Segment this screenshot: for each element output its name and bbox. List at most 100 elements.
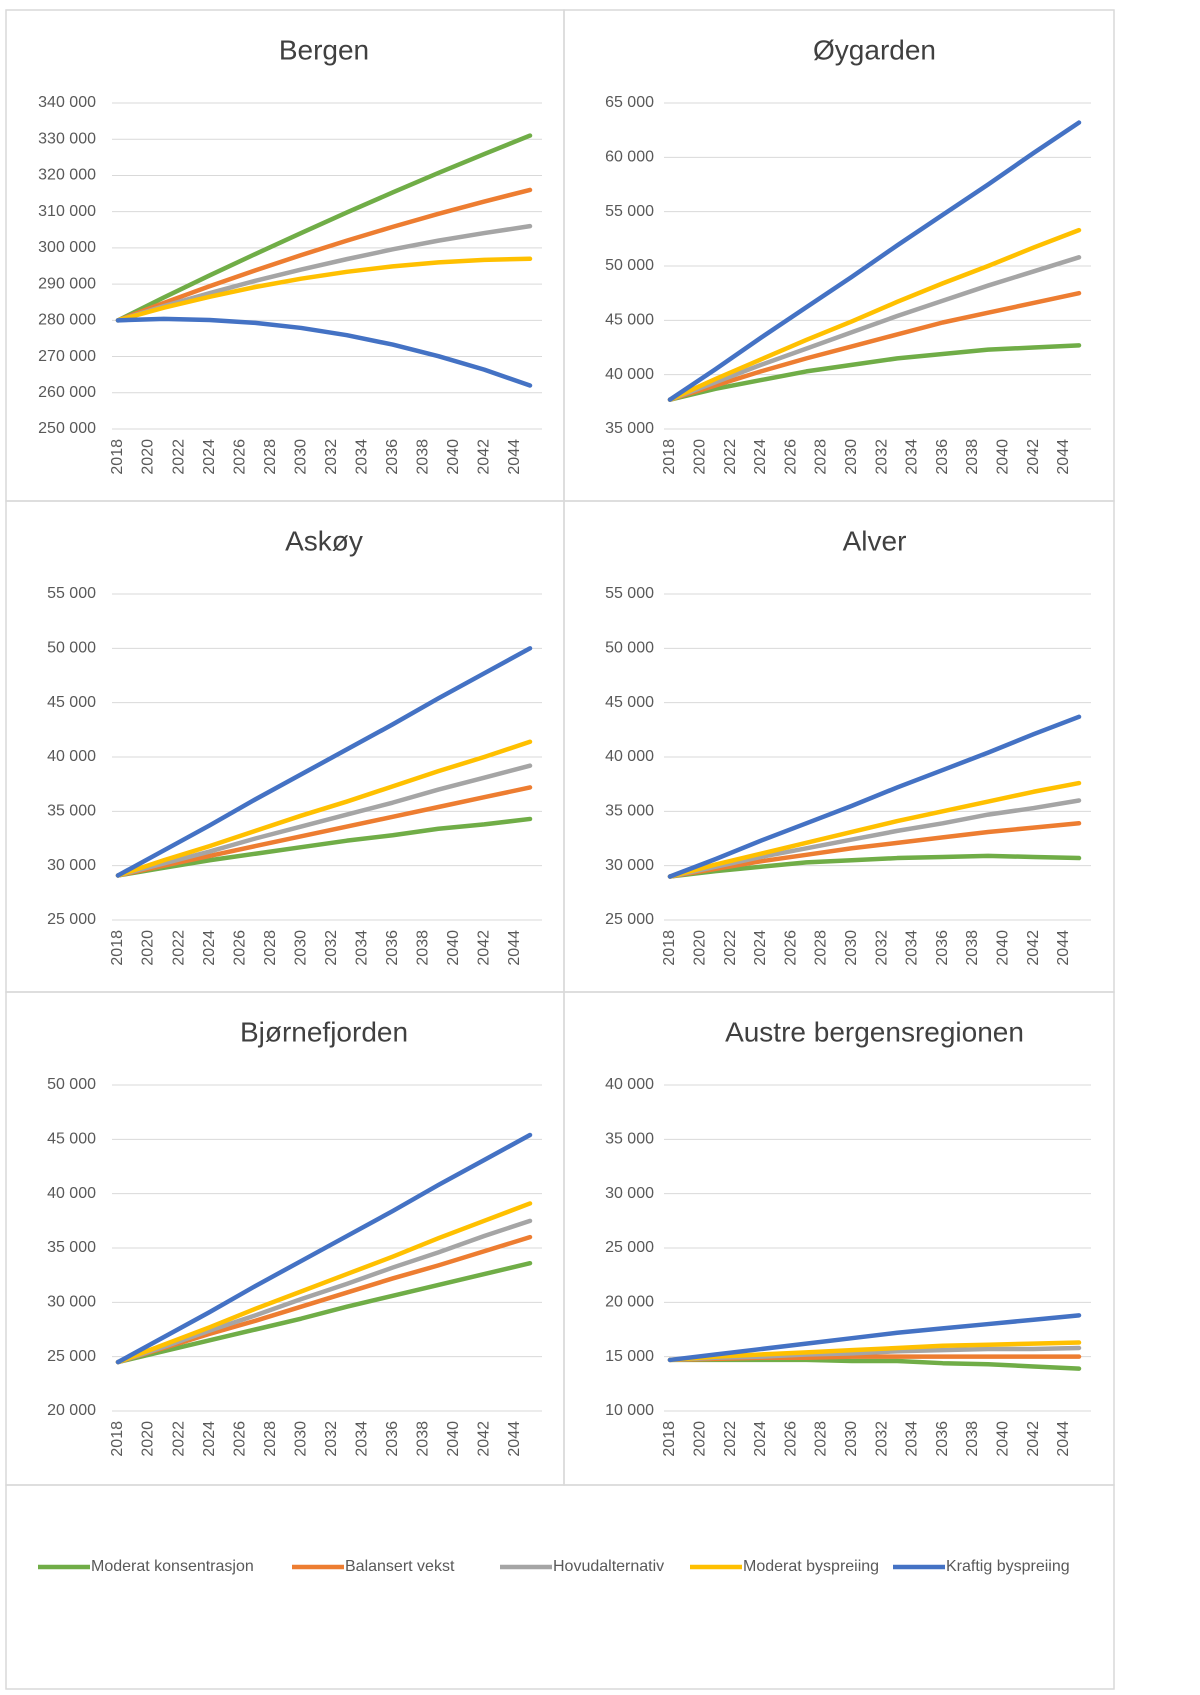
x-tick-label: 2044 [1055, 930, 1072, 966]
y-tick-label: 40 000 [605, 366, 654, 383]
x-tick-label: 2036 [934, 930, 951, 966]
x-tick-label: 2020 [140, 930, 157, 966]
chart-title: Askøy [285, 525, 363, 556]
x-tick-label: 2024 [752, 1421, 769, 1457]
x-tick-label: 2028 [262, 1421, 279, 1457]
x-tick-label: 2024 [201, 930, 218, 966]
y-tick-label: 40 000 [47, 1185, 96, 1202]
y-tick-label: 35 000 [47, 803, 96, 820]
x-tick-label: 2044 [1055, 439, 1072, 475]
x-tick-label: 2040 [994, 1421, 1011, 1457]
x-tick-label: 2020 [692, 439, 709, 475]
y-tick-label: 50 000 [47, 640, 96, 657]
x-tick-label: 2020 [692, 930, 709, 966]
x-tick-label: 2034 [904, 439, 921, 475]
series-line: Kraftig byspreiing [115, 316, 533, 388]
series-line: Hovudalternativ [115, 223, 533, 323]
x-tick-label: 2028 [813, 1421, 830, 1457]
y-tick-label: 35 000 [47, 1239, 96, 1256]
series-line: Hovudalternativ [115, 1218, 533, 1365]
x-tick-label: 2038 [414, 1421, 431, 1457]
x-tick-label: 2032 [323, 1421, 340, 1457]
x-tick-label: 2024 [752, 930, 769, 966]
x-tick-label: 2040 [445, 930, 462, 966]
x-tick-label: 2030 [843, 439, 860, 475]
x-tick-label: 2040 [994, 439, 1011, 475]
series-line: Balansert vekst [667, 290, 1082, 402]
series-line: Kraftig byspreiing [667, 120, 1082, 402]
x-tick-label: 2034 [353, 930, 370, 966]
y-tick-label: 45 000 [47, 1131, 96, 1148]
x-tick-label: 2034 [904, 930, 921, 966]
x-tick-label: 2032 [323, 930, 340, 966]
x-tick-label: 2022 [170, 1421, 187, 1457]
y-tick-label: 15 000 [605, 1348, 654, 1365]
x-tick-label: 2018 [661, 1421, 678, 1457]
x-tick-label: 2042 [475, 439, 492, 475]
y-tick-label: 35 000 [605, 1131, 654, 1148]
x-tick-label: 2024 [201, 439, 218, 475]
x-tick-label: 2022 [722, 930, 739, 966]
x-tick-label: 2030 [843, 930, 860, 966]
x-tick-label: 2026 [782, 1421, 799, 1457]
series-line: Moderat byspreiing [667, 780, 1082, 879]
x-tick-label: 2036 [384, 930, 401, 966]
x-tick-label: 2044 [506, 439, 523, 475]
y-tick-label: 45 000 [605, 312, 654, 329]
x-tick-label: 2042 [475, 930, 492, 966]
x-tick-label: 2030 [292, 439, 309, 475]
series-line: Kraftig byspreiing [115, 646, 533, 878]
x-tick-label: 2018 [109, 930, 126, 966]
x-tick-label: 2036 [384, 1421, 401, 1457]
y-tick-label: 30 000 [47, 857, 96, 874]
x-tick-label: 2026 [231, 439, 248, 475]
series-line: Moderat konsentrasjon [115, 816, 533, 878]
x-tick-label: 2026 [782, 930, 799, 966]
series-line: Balansert vekst [115, 187, 533, 323]
x-tick-label: 2040 [994, 930, 1011, 966]
x-tick-label: 2018 [661, 930, 678, 966]
x-tick-label: 2028 [262, 439, 279, 475]
x-tick-label: 2044 [506, 930, 523, 966]
series-line: Kraftig byspreiing [115, 1132, 533, 1365]
x-tick-label: 2034 [353, 1421, 370, 1457]
x-tick-label: 2026 [782, 439, 799, 475]
series-line: Hovudalternativ [115, 763, 533, 878]
y-tick-label: 290 000 [38, 275, 96, 292]
x-tick-label: 2038 [414, 930, 431, 966]
y-tick-label: 55 000 [605, 203, 654, 220]
y-tick-label: 50 000 [47, 1076, 96, 1093]
x-tick-label: 2026 [231, 930, 248, 966]
x-tick-label: 2030 [843, 1421, 860, 1457]
x-tick-label: 2030 [292, 930, 309, 966]
y-tick-label: 30 000 [47, 1294, 96, 1311]
y-tick-label: 35 000 [605, 803, 654, 820]
x-tick-label: 2030 [292, 1421, 309, 1457]
legend-label: Moderat konsentrasjon [91, 1558, 254, 1575]
x-tick-label: 2044 [1055, 1421, 1072, 1457]
y-tick-label: 45 000 [605, 694, 654, 711]
x-tick-label: 2024 [201, 1421, 218, 1457]
series-line: Kraftig byspreiing [667, 1313, 1082, 1363]
y-tick-label: 320 000 [38, 167, 96, 184]
legend-label: Hovudalternativ [553, 1558, 664, 1575]
y-tick-label: 30 000 [605, 1185, 654, 1202]
legend-label: Kraftig byspreiing [946, 1558, 1070, 1575]
y-tick-label: 25 000 [47, 1348, 96, 1365]
series-line: Moderat konsentrasjon [667, 343, 1082, 402]
y-tick-label: 20 000 [47, 1402, 96, 1419]
series-line: Hovudalternativ [667, 255, 1082, 402]
y-tick-label: 30 000 [605, 857, 654, 874]
x-tick-label: 2022 [170, 439, 187, 475]
x-tick-label: 2042 [1025, 930, 1042, 966]
y-tick-label: 40 000 [605, 748, 654, 765]
y-tick-label: 40 000 [47, 748, 96, 765]
x-tick-label: 2032 [873, 439, 890, 475]
x-tick-label: 2040 [445, 1421, 462, 1457]
x-tick-label: 2038 [964, 1421, 981, 1457]
y-tick-label: 65 000 [605, 94, 654, 111]
y-tick-label: 280 000 [38, 312, 96, 329]
y-tick-label: 50 000 [605, 640, 654, 657]
x-tick-label: 2036 [934, 439, 951, 475]
x-tick-label: 2022 [722, 1421, 739, 1457]
